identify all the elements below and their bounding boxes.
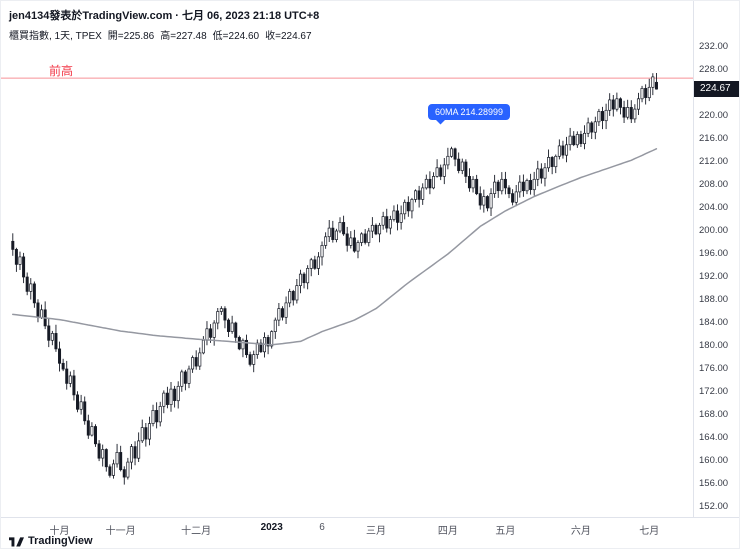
price-axis-label: 232.00 [699,41,729,52]
time-axis-label: 七月 [639,526,660,537]
price-axis-label: 160.00 [699,455,729,466]
ma60-tooltip[interactable]: 60MA 214.28999 [428,104,511,120]
symbol-info-row: 櫃買指數, 1天, TPEX 開=225.86 高=227.48 低=224.60 收=… [9,27,318,42]
ohlc-values: 開=225.86 高=227.48 低=224.60 收=224.67 [108,31,318,42]
chart-byline: jen4134發表於TradingView.com · 七月 06, 2023 … [9,10,320,22]
last-price-badge: 224.67 [694,81,739,98]
price-axis-label: 180.00 [699,340,729,351]
price-axis-label: 208.00 [699,179,729,190]
ohlc-item: 開=225.86 [107,31,155,42]
price-axis-label: 192.00 [699,271,729,282]
price-axis-label: 184.00 [699,317,729,328]
price-axis[interactable]: 232.00228.00224.00220.00216.00212.00208.… [1,1,739,517]
time-axis-label: 三月 [365,526,386,537]
time-axis-label: 五月 [495,526,516,537]
time-axis-label: 2023 [260,522,283,533]
candle-series [11,73,658,485]
time-axis[interactable]: 十月 十一月 十二月 2023 6 三月 四月 五月 六月 七月 [1,517,693,537]
time-axis-label: 十月 [49,526,70,537]
ohlc-item: 收=224.67 [265,31,312,42]
symbol-title: 櫃買指數, 1天, TPEX [9,31,102,42]
price-axis-label: 212.00 [699,156,729,167]
price-axis-label: 200.00 [699,225,729,236]
price-axis-label: 168.00 [699,409,729,420]
time-axis-label: 十一月 [105,526,136,537]
time-axis-separator [1,517,739,518]
price-axis-label: 188.00 [699,294,729,305]
price-axis-label: 152.00 [699,501,729,512]
time-axis-label: 6 [319,522,325,533]
price-axis-label: 156.00 [699,478,729,489]
ohlc-item: 低=224.60 [212,31,260,42]
price-axis-label: 228.00 [699,64,729,75]
price-axis-label: 176.00 [699,363,729,374]
price-axis-separator [693,1,694,517]
price-axis-label: 204.00 [699,202,729,213]
price-axis-label: 216.00 [699,133,729,144]
ma60-line [12,148,658,346]
tradingview-footer[interactable]: TradingView [9,535,93,547]
time-axis-label: 四月 [437,526,458,537]
tradingview-logo-text: TradingView [28,535,93,547]
time-axis-label: 十二月 [181,526,212,537]
price-axis-label: 164.00 [699,432,729,443]
price-axis-label: 220.00 [699,110,729,121]
tradingview-logo-icon [9,536,24,546]
prev-high-annotation-label: 前高 [49,64,74,79]
time-axis-label: 六月 [570,526,591,537]
price-axis-label: 172.00 [699,386,729,397]
ohlc-item: 高=227.48 [160,31,207,42]
price-axis-label: 196.00 [699,248,729,259]
